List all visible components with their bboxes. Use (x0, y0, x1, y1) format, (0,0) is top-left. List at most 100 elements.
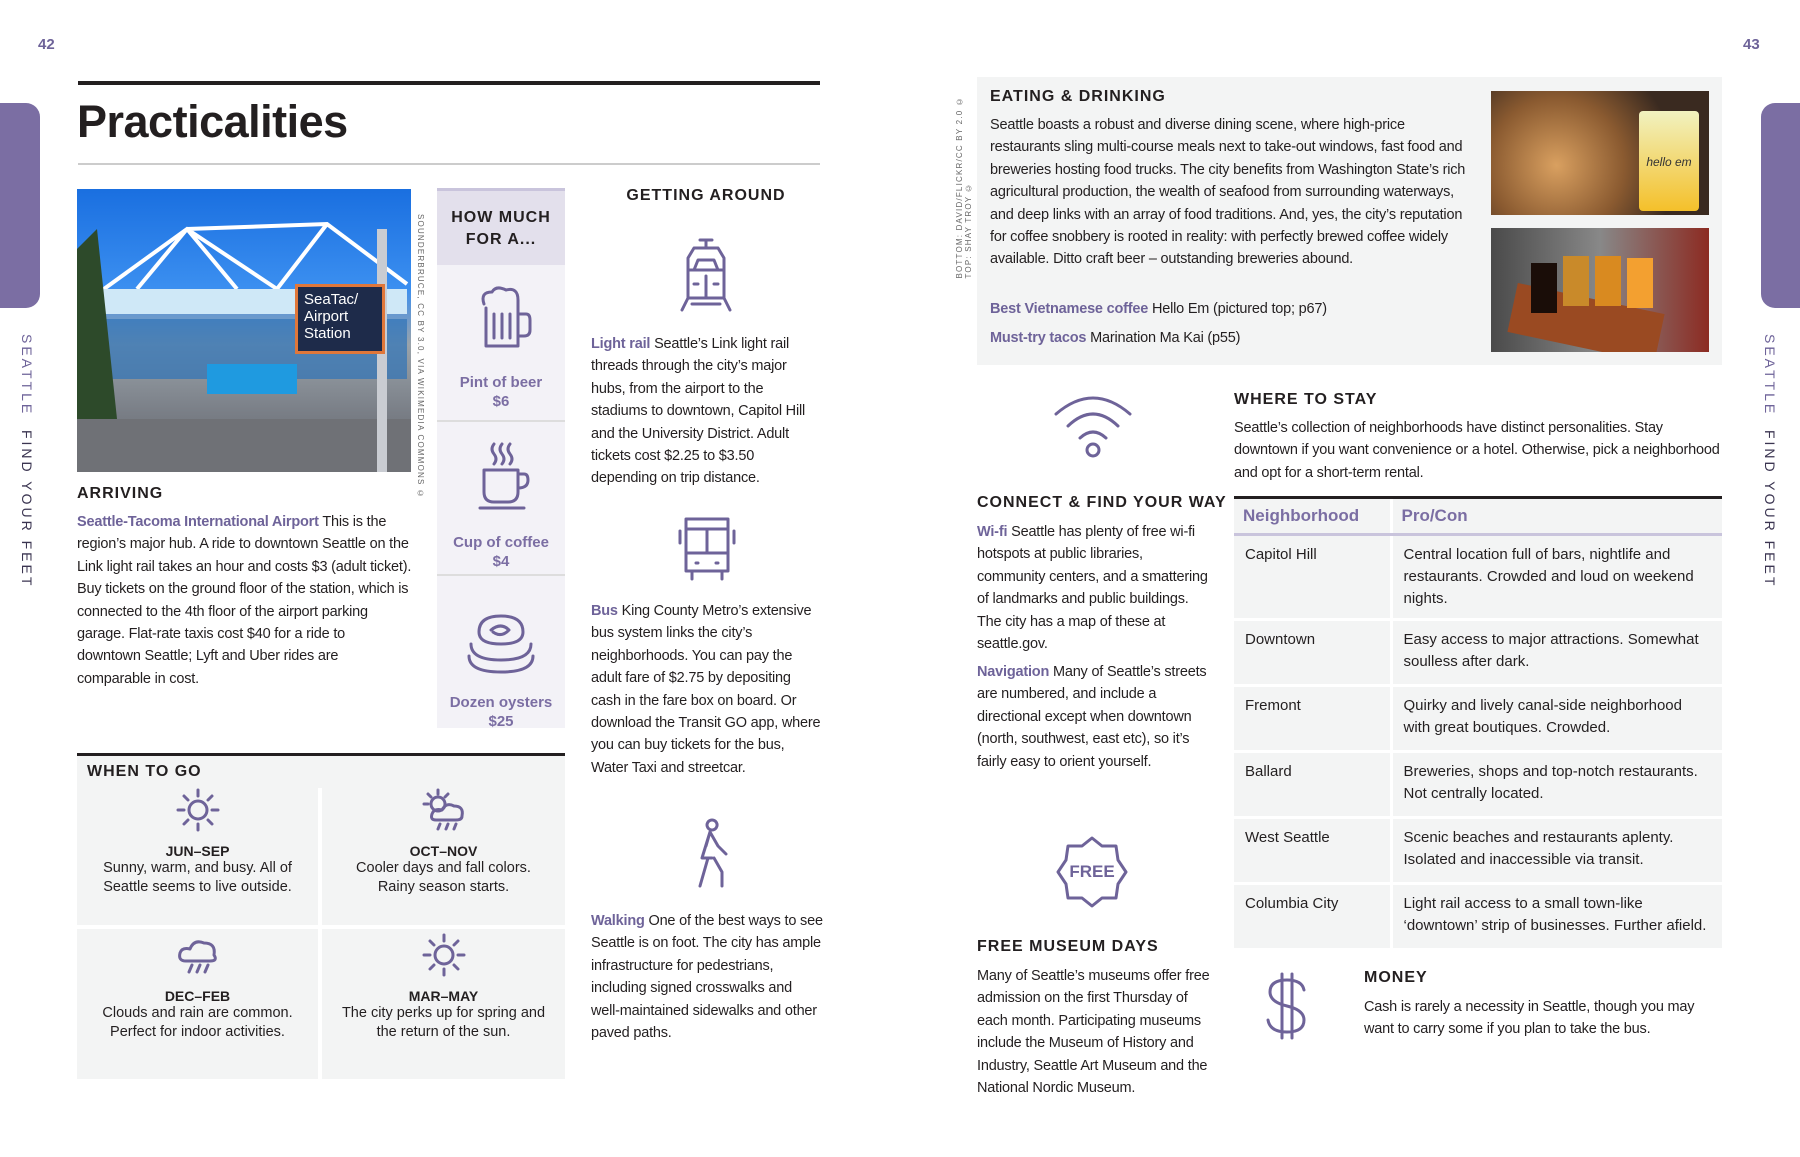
navigation-label: Navigation (977, 664, 1050, 680)
item-price: $25 (488, 713, 514, 730)
section-label: SEATTLE (1762, 334, 1778, 417)
running-head-right: SEATTLE FIND YOUR FEET (1762, 334, 1778, 588)
bus-text: Bus King County Metro’s extensive bus sy… (591, 600, 823, 779)
neighborhood-cell: Capitol Hill (1234, 534, 1393, 621)
coffee-cup-icon (478, 442, 530, 510)
neighborhood-cell: Fremont (1234, 685, 1393, 753)
divider (437, 420, 565, 422)
bus-icon (678, 517, 736, 581)
divider (437, 574, 565, 576)
season-text: Clouds and rain are common. Perfect for … (102, 1005, 293, 1040)
museum-heading: FREE MUSEUM DAYS (977, 938, 1159, 955)
pick-body: Hello Em (pictured top; p67) (1148, 301, 1327, 317)
section-label: SEATTLE (19, 334, 35, 417)
season-title: DEC–FEB (164, 988, 231, 1004)
wifi-text: Wi-fi Seattle has plenty of free wi-fi h… (977, 521, 1212, 655)
neighborhood-cell: Ballard (1234, 751, 1393, 819)
station-sign: SeaTac/ Airport Station (295, 284, 385, 354)
stay-heading: WHERE TO STAY (1234, 391, 1378, 408)
pro-con-cell: Quirky and lively canal-side neighborhoo… (1391, 685, 1722, 753)
walking-text: Walking One of the best ways to see Seat… (591, 910, 823, 1044)
when-to-go-rule (77, 753, 565, 756)
sun-icon (176, 788, 219, 832)
rain-cloud-icon (177, 940, 217, 974)
season-title: MAR–MAY (408, 988, 479, 1004)
pick-body: Marination Ma Kai (p55) (1086, 330, 1241, 346)
bus-body: King County Metro’s extensive bus system… (591, 603, 821, 776)
page-number-right: 43 (1743, 36, 1760, 53)
title-rule (78, 81, 820, 85)
bus-label: Bus (591, 603, 618, 619)
item-price: $4 (492, 553, 510, 570)
pro-con-cell: Breweries, shops and top-notch restauran… (1391, 751, 1722, 819)
free-badge-icon: FREE (1054, 834, 1130, 910)
when-to-go-header-bg (77, 756, 565, 788)
item-label: Pint of beer (459, 374, 543, 391)
free-badge-text: FREE (1069, 862, 1115, 881)
how-much-panel (437, 188, 565, 728)
eating-heading: EATING & DRINKING (990, 88, 1166, 105)
neighborhood-cell: Downtown (1234, 619, 1393, 687)
chapter-label: FIND YOUR FEET (1762, 429, 1778, 589)
arriving-heading: ARRIVING (77, 485, 164, 502)
wifi-body: Seattle has plenty of free wi-fi hotspot… (977, 524, 1208, 653)
season-cell: DEC–FEB Clouds and rain are common. Perf… (77, 929, 318, 1079)
table-row: Ballard Breweries, shops and top-notch re… (1234, 751, 1722, 819)
chapter-label: FIND YOUR FEET (19, 429, 35, 589)
light-rail-label: Light rail (591, 336, 651, 352)
walking-body: One of the best ways to see Seattle is o… (591, 913, 823, 1042)
neighborhood-table: Neighborhood Pro/Con Capitol Hill Central… (1234, 496, 1722, 951)
sign-line: SeaTac/ (304, 291, 359, 308)
arriving-body: This is the region’s major hub. A ride t… (77, 514, 412, 687)
wifi-label: Wi-fi (977, 524, 1008, 540)
light-rail-icon (680, 238, 732, 312)
photo-credit: TOP: SHAY TROY © BOTTOM: DAVID/FLICKR/CC … (955, 96, 973, 279)
dollar-icon (1266, 972, 1306, 1040)
season-title: OCT–NOV (409, 843, 478, 859)
season-cell: JUN–SEP Sunny, warm, and busy. All of Se… (77, 788, 318, 925)
light-rail-body: Seattle’s Link light rail threads throug… (591, 336, 806, 487)
sign-line: Airport (304, 308, 349, 325)
cup-logo: hello em (1639, 111, 1699, 211)
item-price: $6 (492, 393, 510, 410)
sun-cloud-rain-icon (422, 788, 464, 831)
table-row: Capitol Hill Central location full of bar… (1234, 534, 1722, 621)
wifi-icon (1054, 396, 1132, 458)
money-heading: MONEY (1364, 969, 1428, 986)
photo-credit: SOUNDERBRUCE, CC BY 3.0, VIA WIKIMEDIA C… (416, 214, 425, 500)
column-header: Pro/Con (1391, 499, 1722, 536)
running-head-left: SEATTLE FIND YOUR FEET (19, 334, 35, 588)
pro-con-cell: Easy access to major attractions. Somewh… (1391, 619, 1722, 687)
pick-label: Best Vietnamese coffee (990, 301, 1149, 317)
season-title: JUN–SEP (165, 843, 230, 859)
navigation-text: Navigation Many of Seattle’s streets are… (977, 661, 1212, 773)
food-photo-top: hello em (1491, 91, 1709, 215)
side-tab-right (1761, 103, 1800, 308)
sign-line: Station (304, 325, 351, 342)
light-rail-text: Light rail Seattle’s Link light rail thr… (591, 333, 823, 490)
airport-name: Seattle-Tacoma International Airport (77, 514, 319, 530)
oysters-icon (467, 614, 535, 674)
page-title: Practicalities (77, 96, 348, 147)
money-text: Cash is rarely a necessity in Seattle, t… (1364, 999, 1695, 1038)
how-much-item: Dozen oysters $25 (437, 610, 565, 731)
pick-label: Must-try tacos (990, 330, 1087, 346)
season-text: Cooler days and fall colors. Rainy seaso… (356, 860, 531, 895)
divider (78, 163, 820, 165)
side-tab-left (0, 103, 40, 308)
beer-mug-icon (481, 286, 532, 348)
season-cell: OCT–NOV Cooler days and fall colors. Rai… (322, 788, 565, 925)
item-label: Cup of coffee (453, 534, 549, 551)
beer-flight-photo (1491, 228, 1709, 352)
pro-con-cell: Central location full of bars, nightlife… (1391, 534, 1722, 621)
airport-station-photo: SeaTac/ Airport Station (77, 189, 411, 472)
neighborhood-cell: Columbia City (1234, 883, 1393, 951)
how-much-item: Cup of coffee $4 (437, 440, 565, 571)
season-text: The city perks up for spring and the ret… (341, 1005, 546, 1040)
arriving-text: Seattle-Tacoma International Airport Thi… (77, 511, 412, 690)
page-number-left: 42 (38, 36, 55, 53)
table-row: Fremont Quirky and lively canal-side neig… (1234, 685, 1722, 753)
sun-icon (422, 933, 465, 977)
credit-line: TOP: SHAY TROY © (964, 182, 973, 279)
getting-around-heading: GETTING AROUND (626, 187, 786, 204)
